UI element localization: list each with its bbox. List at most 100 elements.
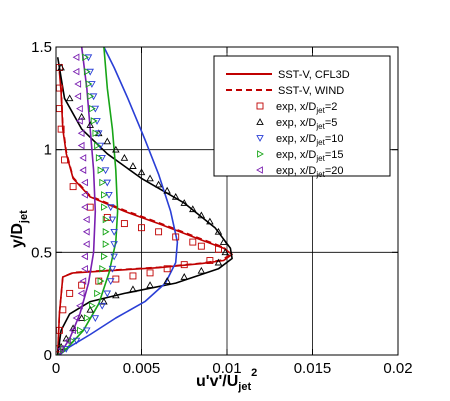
data-point [87, 92, 95, 101]
data-point [82, 240, 90, 248]
data-point [197, 266, 206, 274]
data-point [98, 302, 106, 310]
data-point [65, 94, 74, 102]
series [58, 47, 179, 355]
data-point [256, 166, 263, 174]
data-point [89, 104, 96, 113]
data-point [57, 125, 65, 133]
data-point [219, 238, 228, 245]
data-point [112, 291, 120, 299]
series [57, 63, 230, 350]
data-point [214, 245, 222, 253]
axis-ticks: 0 0.005 0.01 0.015 0.02 0 0.5 1 1.5 [31, 39, 412, 377]
data-point [172, 233, 180, 241]
data-point [101, 252, 108, 261]
data-point [81, 191, 88, 199]
data-point [180, 261, 188, 269]
data-point [103, 290, 112, 298]
data-point [77, 129, 85, 138]
data-point [102, 215, 110, 224]
data-point [163, 277, 171, 284]
legend-label: exp, x/Djet=5 [276, 117, 337, 131]
data-point [214, 227, 223, 235]
legend-label: SST-V, WIND [278, 85, 344, 97]
data-point [256, 118, 264, 125]
y-tick-label: 1 [44, 142, 52, 159]
data-point [163, 265, 171, 273]
data-point [83, 327, 91, 335]
data-point [129, 272, 137, 280]
data-point [257, 150, 264, 158]
data-point [64, 336, 71, 345]
legend-entry: exp, x/Djet=15 [257, 149, 343, 163]
data-point [79, 277, 87, 285]
data-point [197, 211, 206, 219]
data-point [74, 92, 82, 101]
data-point [94, 141, 101, 150]
data-point [77, 326, 84, 335]
data-point [79, 166, 87, 174]
data-point [97, 166, 105, 174]
data-point [206, 217, 214, 225]
legend-label: exp, x/Djet=20 [276, 165, 343, 179]
data-point [97, 277, 105, 285]
data-point [112, 145, 120, 153]
data-point [102, 240, 110, 248]
data-point [256, 102, 264, 110]
data-point [76, 104, 83, 113]
data-point [86, 203, 94, 211]
data-point [85, 80, 93, 88]
data-point [120, 153, 129, 161]
data-point [256, 135, 264, 142]
series-layer [56, 47, 233, 355]
data-point [171, 192, 180, 200]
data-point [92, 129, 100, 138]
data-point [82, 228, 90, 236]
data-point [146, 281, 154, 289]
data-point [72, 337, 81, 345]
data-point [120, 220, 128, 228]
data-point [61, 156, 68, 164]
data-point [102, 228, 110, 236]
data-point [129, 162, 137, 169]
data-point [95, 154, 103, 162]
series [57, 53, 90, 353]
data-point [95, 277, 103, 285]
data-point [163, 186, 171, 194]
data-point [82, 215, 90, 224]
legend-label: exp, x/Djet=2 [276, 101, 337, 115]
data-point [77, 141, 85, 150]
y-tick-label: 0.5 [31, 244, 52, 261]
data-point [221, 248, 230, 256]
y-tick-label: 1.5 [31, 39, 52, 56]
data-point [86, 68, 94, 76]
data-point [86, 305, 94, 313]
data-point [76, 301, 83, 310]
data-point [72, 314, 80, 322]
legend: SST-V, CFL3D SST-V, WIND exp, x/Djet=2 exp,… [213, 55, 391, 179]
data-point [69, 183, 77, 191]
data-point [138, 224, 145, 232]
data-point [110, 228, 118, 236]
data-point [189, 205, 197, 213]
data-point [106, 204, 115, 212]
data-point [77, 112, 86, 120]
x-axis-title: u'v'/Ujet2 [196, 367, 257, 393]
data-point [89, 301, 96, 310]
data-point [100, 297, 108, 305]
y-tick-label: 0 [44, 347, 52, 364]
data-point [180, 199, 189, 206]
data-point [72, 67, 80, 76]
x-tick-label: 0.01 [212, 360, 241, 377]
data-point [137, 168, 146, 176]
legend-entry: exp, x/Djet=5 [256, 117, 337, 131]
x-tick-label: 0.02 [383, 360, 412, 377]
data-point [110, 253, 118, 261]
legend-box [213, 55, 391, 177]
series [58, 47, 97, 355]
data-point [84, 54, 93, 62]
y-axis-title: y/Djet [9, 210, 30, 248]
series-line [56, 71, 233, 355]
data-point [81, 203, 88, 211]
